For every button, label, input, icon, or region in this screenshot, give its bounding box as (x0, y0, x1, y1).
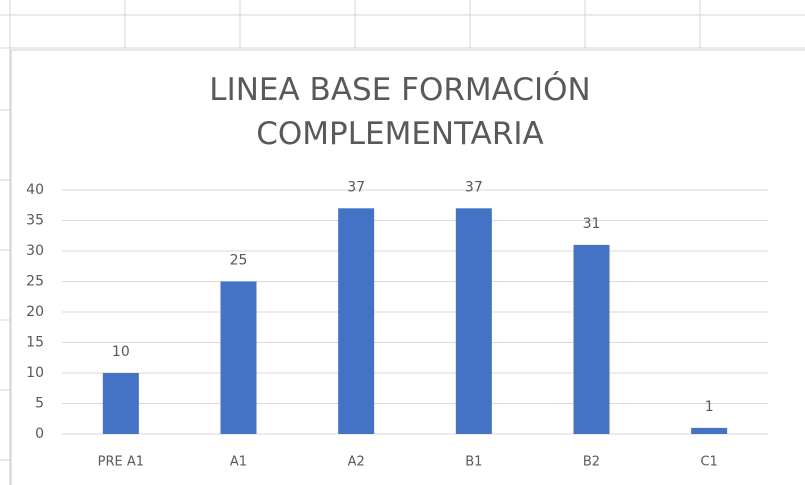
bar (220, 281, 257, 434)
y-tick-label: 0 (35, 426, 44, 442)
data-label: 1 (705, 399, 714, 415)
chart-area (10, 49, 805, 485)
y-tick-label: 35 (26, 213, 44, 229)
y-tick-label: 5 (35, 396, 44, 412)
data-label: 37 (347, 179, 365, 195)
data-label: 31 (583, 216, 601, 232)
chart-title: LINEA BASE FORMACIÓN COMPLEMENTARIA (209, 72, 591, 152)
x-tick-label: C1 (700, 455, 717, 470)
bar (691, 427, 728, 434)
x-tick-label: A1 (230, 455, 247, 470)
y-tick-label: 15 (26, 335, 44, 351)
x-tick-label: B2 (583, 455, 600, 470)
y-tick-label: 30 (26, 243, 44, 259)
x-tick-label: A2 (348, 455, 365, 470)
y-tick-label: 20 (26, 304, 44, 320)
y-tick-label: 10 (26, 365, 44, 381)
x-tick-label: B1 (465, 455, 482, 470)
bar (455, 208, 492, 434)
bar (338, 208, 375, 434)
data-label: 25 (230, 253, 248, 269)
data-label: 10 (112, 344, 130, 360)
bar (573, 244, 610, 434)
x-tick-label: PRE A1 (98, 455, 144, 470)
bar (102, 373, 139, 434)
data-label: 37 (465, 179, 483, 195)
y-tick-label: 40 (26, 182, 44, 198)
y-tick-label: 25 (26, 274, 44, 290)
